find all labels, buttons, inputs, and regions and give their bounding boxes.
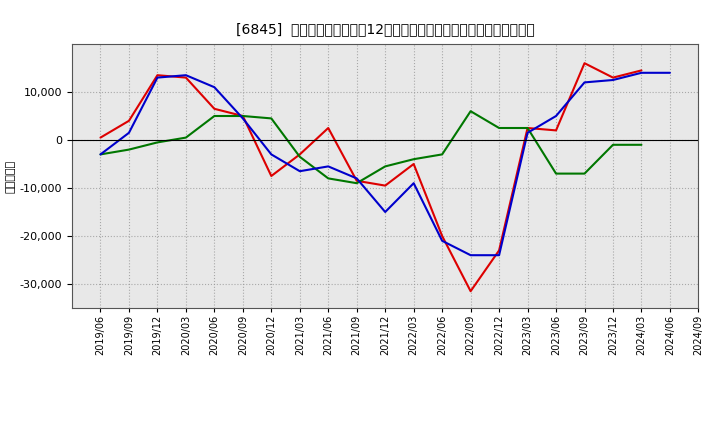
投資CF — [153, 140, 162, 145]
フリーCF — [125, 130, 133, 136]
フリーCF — [96, 152, 105, 157]
投資CF — [181, 135, 190, 140]
Line: 投資CF: 投資CF — [101, 111, 642, 183]
フリーCF — [210, 84, 219, 90]
営業CF — [153, 73, 162, 78]
営業CF — [523, 125, 532, 131]
営業CF — [324, 125, 333, 131]
投資CF — [267, 116, 276, 121]
営業CF — [96, 135, 105, 140]
フリーCF — [381, 209, 390, 215]
投資CF — [410, 157, 418, 162]
営業CF — [352, 178, 361, 183]
投資CF — [580, 171, 589, 176]
フリーCF — [267, 152, 276, 157]
フリーCF — [523, 130, 532, 136]
営業CF — [381, 183, 390, 188]
Title: [6845]  キャッシュフローの12か月移動合計の対前年同期増減額の推移: [6845] キャッシュフローの12か月移動合計の対前年同期増減額の推移 — [236, 22, 534, 36]
投資CF — [637, 142, 646, 147]
フリーCF — [295, 169, 304, 174]
投資CF — [608, 142, 617, 147]
投資CF — [467, 109, 475, 114]
投資CF — [96, 152, 105, 157]
投資CF — [324, 176, 333, 181]
フリーCF — [467, 253, 475, 258]
投資CF — [495, 125, 503, 131]
フリーCF — [552, 114, 560, 119]
営業CF — [181, 75, 190, 80]
投資CF — [352, 180, 361, 186]
投資CF — [238, 114, 247, 119]
営業CF — [238, 114, 247, 119]
営業CF — [438, 233, 446, 238]
営業CF — [608, 75, 617, 80]
営業CF — [495, 248, 503, 253]
フリーCF — [637, 70, 646, 75]
フリーCF — [238, 116, 247, 121]
Line: フリーCF: フリーCF — [101, 73, 670, 255]
投資CF — [381, 164, 390, 169]
営業CF — [637, 68, 646, 73]
フリーCF — [352, 176, 361, 181]
Y-axis label: （百万円）: （百万円） — [6, 159, 16, 193]
営業CF — [580, 61, 589, 66]
営業CF — [267, 173, 276, 179]
フリーCF — [580, 80, 589, 85]
営業CF — [552, 128, 560, 133]
投資CF — [125, 147, 133, 152]
営業CF — [210, 106, 219, 111]
フリーCF — [181, 73, 190, 78]
投資CF — [552, 171, 560, 176]
フリーCF — [438, 238, 446, 243]
営業CF — [125, 118, 133, 124]
フリーCF — [665, 70, 674, 75]
Line: 営業CF: 営業CF — [101, 63, 642, 291]
フリーCF — [608, 77, 617, 83]
投資CF — [295, 154, 304, 159]
フリーCF — [324, 164, 333, 169]
営業CF — [410, 161, 418, 167]
営業CF — [295, 152, 304, 157]
投資CF — [438, 152, 446, 157]
フリーCF — [410, 180, 418, 186]
投資CF — [210, 114, 219, 119]
フリーCF — [153, 75, 162, 80]
営業CF — [467, 289, 475, 294]
フリーCF — [495, 253, 503, 258]
投資CF — [523, 125, 532, 131]
